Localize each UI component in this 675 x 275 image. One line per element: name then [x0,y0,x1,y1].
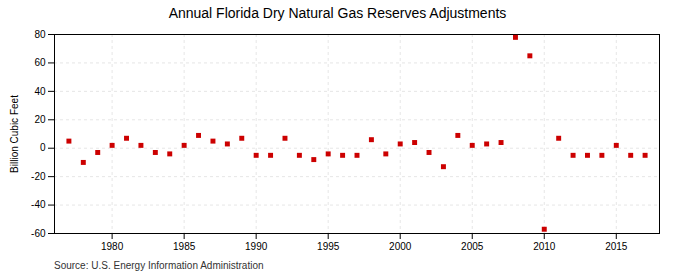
svg-text:Billion Cubic Feet: Billion Cubic Feet [9,95,20,173]
svg-text:-20: -20 [31,171,46,182]
svg-text:40: 40 [34,86,46,97]
svg-text:2010: 2010 [533,241,556,252]
svg-text:1995: 1995 [317,241,340,252]
svg-text:2000: 2000 [389,241,412,252]
svg-text:1985: 1985 [173,241,196,252]
svg-text:-60: -60 [31,228,46,239]
svg-text:1990: 1990 [245,241,268,252]
svg-text:80: 80 [34,29,46,40]
html-text:Annual Florida Dry Natural Gas: Annual Florida Dry Natural Gas Reserves … [168,5,507,21]
svg-text:0: 0 [40,142,46,153]
svg-text:1980: 1980 [101,241,124,252]
svg-text:-40: -40 [31,199,46,210]
svg-text:20: 20 [34,114,46,125]
svg-text:2015: 2015 [605,241,628,252]
html-text:Source: U.S. Energy Informatio: Source: U.S. Energy Information Administ… [54,260,264,271]
svg-text:2005: 2005 [461,241,484,252]
svg-text:60: 60 [34,57,46,68]
